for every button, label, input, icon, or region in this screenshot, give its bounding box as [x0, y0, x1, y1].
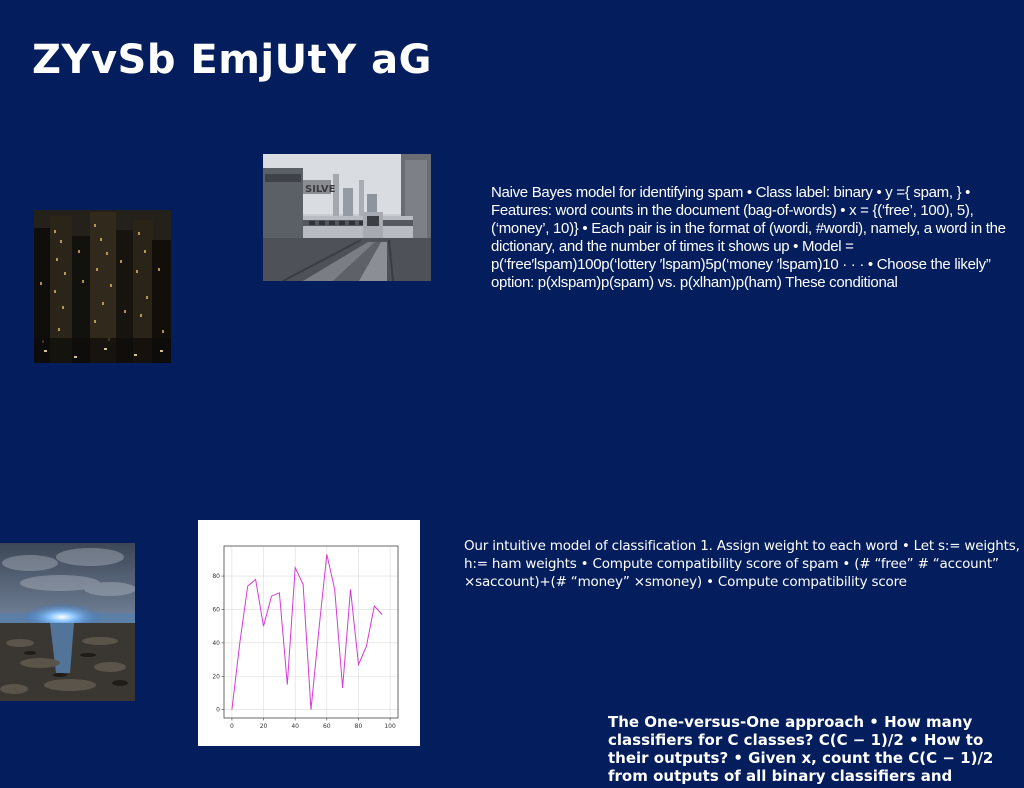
line-chart: 0 20 40 60 80 100 0 20 40 60 80	[198, 520, 420, 746]
elevated-subway-train-photo: SILVE	[263, 154, 431, 281]
x-tick-label: 60	[323, 723, 331, 730]
x-tick-label: 100	[384, 723, 396, 730]
line-chart-svg: 0 20 40 60 80 100 0 20 40 60 80	[212, 545, 399, 730]
x-tick-label: 40	[291, 723, 299, 730]
y-tick-label: 60	[212, 606, 220, 613]
naive-bayes-paragraph: Naive Bayes model for identifying spam •…	[491, 184, 1006, 291]
y-tick-label: 40	[212, 640, 220, 647]
svg-text:SILVE: SILVE	[305, 184, 336, 195]
x-tick-label: 80	[355, 723, 363, 730]
city-skyline-night-photo	[34, 210, 171, 363]
y-tick-label: 0	[216, 707, 220, 714]
x-tick-label: 0	[230, 723, 234, 730]
beach-glowing-horizon-photo	[0, 543, 135, 701]
y-tick-label: 20	[212, 673, 220, 680]
x-tick-label: 20	[260, 723, 268, 730]
series-line	[231, 554, 383, 710]
slide-title: ZYvSb EmjUtY aG	[32, 37, 432, 83]
y-tick-label: 80	[212, 573, 220, 580]
intuitive-model-paragraph: Our intuitive model of classification 1.…	[464, 538, 1020, 590]
one-vs-one-paragraph: The One-versus-One approach • How many c…	[608, 713, 994, 785]
